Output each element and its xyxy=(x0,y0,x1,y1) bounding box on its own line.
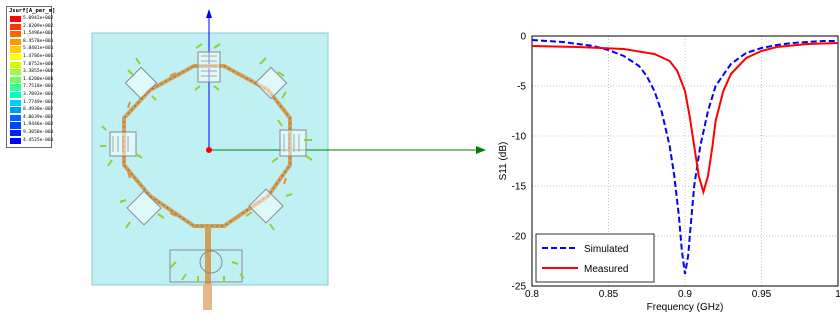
legend-row: 5.0942e+002 xyxy=(10,16,54,23)
x-tick-label: 0.8 xyxy=(525,289,539,300)
legend-value: 8.4930e-002 xyxy=(23,107,54,113)
legend-swatch xyxy=(10,46,21,53)
legend-row: 7.7518e-001 xyxy=(10,84,54,91)
legend-row: 9.3050e-003 xyxy=(10,130,54,137)
legend-value: 1.5496e+002 xyxy=(23,31,54,37)
legend-row: 4.4525e-003 xyxy=(10,137,54,145)
antenna-model xyxy=(91,9,486,310)
legend-row: 1.9446e-002 xyxy=(10,122,54,129)
legend-value: 1.7749e-001 xyxy=(23,99,54,105)
legend-swatch xyxy=(10,61,21,68)
matching-loop xyxy=(169,249,243,283)
meander-top-right xyxy=(254,66,288,100)
legend-row: 8.4930e-002 xyxy=(10,107,54,114)
legend-swatch xyxy=(10,114,21,121)
legend-value: 1.6200e+000 xyxy=(23,76,54,82)
legend-row: 3.3855e+000 xyxy=(10,69,54,76)
x-axis-arrow xyxy=(476,146,486,154)
series-line-measured xyxy=(531,42,839,196)
feed-line xyxy=(205,226,211,284)
legend-value: 5.0942e+002 xyxy=(23,16,54,21)
legend-value: 1.9446e-002 xyxy=(23,122,54,128)
legend-row: 1.7749e-001 xyxy=(10,99,54,107)
legend-value: 3.7093e-001 xyxy=(23,92,54,97)
origin-dot xyxy=(206,147,212,153)
s11-chart: 0.8 0.85 0.9 0.95 1 0 -5 -10 -15 -20 -25 Frequency … xyxy=(488,0,840,324)
x-axis-title: Frequency (GHz) xyxy=(647,302,724,313)
legend-swatch xyxy=(10,76,21,83)
z-axis-arrow xyxy=(206,9,212,18)
legend-swatch xyxy=(10,69,21,76)
legend-row: 7.0752e+000 xyxy=(10,61,54,69)
legend-label-simulated: Simulated xyxy=(584,244,628,255)
meander-left xyxy=(109,131,137,157)
legend-value: 4.0639e-002 xyxy=(23,114,54,120)
legend-swatch xyxy=(10,84,21,91)
legend-label-measured: Measured xyxy=(584,264,628,275)
current-arrows-orange xyxy=(127,72,287,220)
current-arrows xyxy=(100,43,313,282)
x-tick-label: 0.9 xyxy=(678,289,692,300)
y-tick-label: -10 xyxy=(512,132,527,143)
legend-swatch xyxy=(10,38,21,45)
legend-swatch xyxy=(10,23,21,30)
legend-value: 8.4578e+001 xyxy=(23,38,54,44)
legend-swatch xyxy=(10,31,21,38)
legend-row: 8.4578e+001 xyxy=(10,38,54,46)
simulation-view: Jsurf[A_per_m] 5.0942e+002 2.8209e+002 1.5… xyxy=(6,6,486,310)
legend-value: 7.7518e-001 xyxy=(23,84,54,90)
legend-swatch xyxy=(10,137,21,144)
legend-swatch xyxy=(10,16,21,23)
meander-bottom-left xyxy=(126,190,162,226)
legend-swatch xyxy=(10,54,21,61)
legend-row: 1.6200e+000 xyxy=(10,76,54,84)
loop-circle xyxy=(199,250,223,274)
legend-row: 4.0639e-002 xyxy=(10,114,54,122)
legend-row: 2.8209e+002 xyxy=(10,23,54,31)
field-legend: Jsurf[A_per_m] 5.0942e+002 2.8209e+002 1.5… xyxy=(6,6,56,148)
y-tick-label: -15 xyxy=(512,182,527,193)
x-tick-label: 0.95 xyxy=(752,289,772,300)
legend-row: 1.5496e+002 xyxy=(10,31,54,38)
legend-row: 3.7093e-001 xyxy=(10,92,54,99)
chart-legend xyxy=(535,233,655,283)
plot-frame xyxy=(531,35,839,287)
legend-swatch xyxy=(10,99,21,106)
series-line-simulated xyxy=(531,39,838,275)
s11-chart-svg: 0.8 0.85 0.9 0.95 1 0 -5 -10 -15 -20 -25 Frequency … xyxy=(498,32,840,314)
legend-swatch xyxy=(10,107,21,114)
legend-row: 1.4786e+001 xyxy=(10,54,54,61)
legend-swatch xyxy=(10,130,21,137)
legend-title: Jsurf[A_per_m] xyxy=(9,8,56,14)
legend-value: 3.3855e+000 xyxy=(23,69,54,75)
y-tick-label: -5 xyxy=(517,82,526,93)
feed-stub xyxy=(203,284,212,310)
legend-value: 1.4786e+001 xyxy=(23,54,54,59)
legend-value: 9.3050e-003 xyxy=(23,130,54,135)
meander-right xyxy=(279,129,307,157)
legend-value: 4.4525e-003 xyxy=(23,137,54,143)
legend-value: 7.0752e+000 xyxy=(23,61,54,67)
y-tick-label: 0 xyxy=(520,32,526,43)
legend-swatch xyxy=(10,122,21,129)
y-tick-label: -20 xyxy=(512,232,527,243)
x-tick-label: 1 xyxy=(835,289,840,300)
x-tick-label: 0.85 xyxy=(599,289,619,300)
meander-top xyxy=(197,51,221,83)
legend-value: 5.0401e+001 xyxy=(23,46,54,52)
legend-row: 5.0401e+001 xyxy=(10,46,54,53)
y-tick-label: -25 xyxy=(512,282,527,293)
legend-swatch xyxy=(10,92,21,99)
legend-value: 2.8209e+002 xyxy=(23,23,54,29)
y-axis-title: S11 (dB) xyxy=(498,142,509,181)
meander-bottom-right xyxy=(248,188,284,224)
